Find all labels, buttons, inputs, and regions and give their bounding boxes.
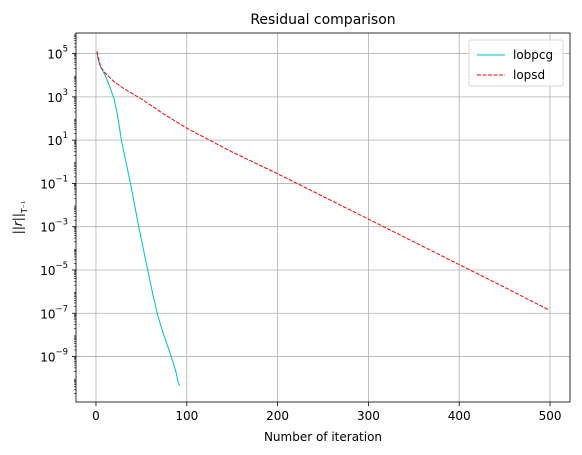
x-axis-ticks: 0 100 200 300 400 500	[92, 402, 561, 423]
y-axis-ticks: 10−9 10−7 10−5 10−3 10−1 101 103 105	[40, 33, 76, 394]
y-tick-label: 10−3	[40, 218, 68, 235]
series-line-lopsd	[96, 51, 550, 311]
x-tick-label: 200	[266, 409, 289, 423]
y-tick-label: 10−7	[40, 304, 68, 321]
x-tick-label: 0	[92, 409, 100, 423]
y-tick-label: 10−9	[40, 348, 68, 365]
plot-frame	[75, 32, 571, 403]
legend-box	[468, 39, 564, 87]
x-tick-label: 500	[539, 409, 562, 423]
series-line-lobpcg	[96, 51, 180, 386]
y-axis-label-sub: T⁻¹	[20, 201, 29, 214]
y-axis-label: ||r||T⁻¹	[11, 201, 29, 234]
y-tick-label: 105	[47, 45, 68, 62]
legend-label: lopsd	[513, 68, 545, 82]
legend: lobpcg lopsd	[468, 39, 564, 87]
x-tick-label: 300	[357, 409, 380, 423]
x-axis-label: Number of iteration	[264, 430, 382, 444]
x-tick-label: 400	[448, 409, 471, 423]
chart-title: Residual comparison	[250, 12, 395, 28]
y-tick-label: 101	[47, 131, 68, 148]
y-tick-label: 103	[47, 88, 68, 105]
y-tick-label: 10−1	[40, 174, 68, 191]
y-axis-label-main: ||r||	[11, 213, 25, 234]
series-lines	[96, 51, 550, 386]
grid-lines	[76, 33, 570, 402]
legend-label: lobpcg	[513, 48, 553, 62]
x-tick-label: 100	[175, 409, 198, 423]
y-tick-label: 10−5	[40, 261, 68, 278]
